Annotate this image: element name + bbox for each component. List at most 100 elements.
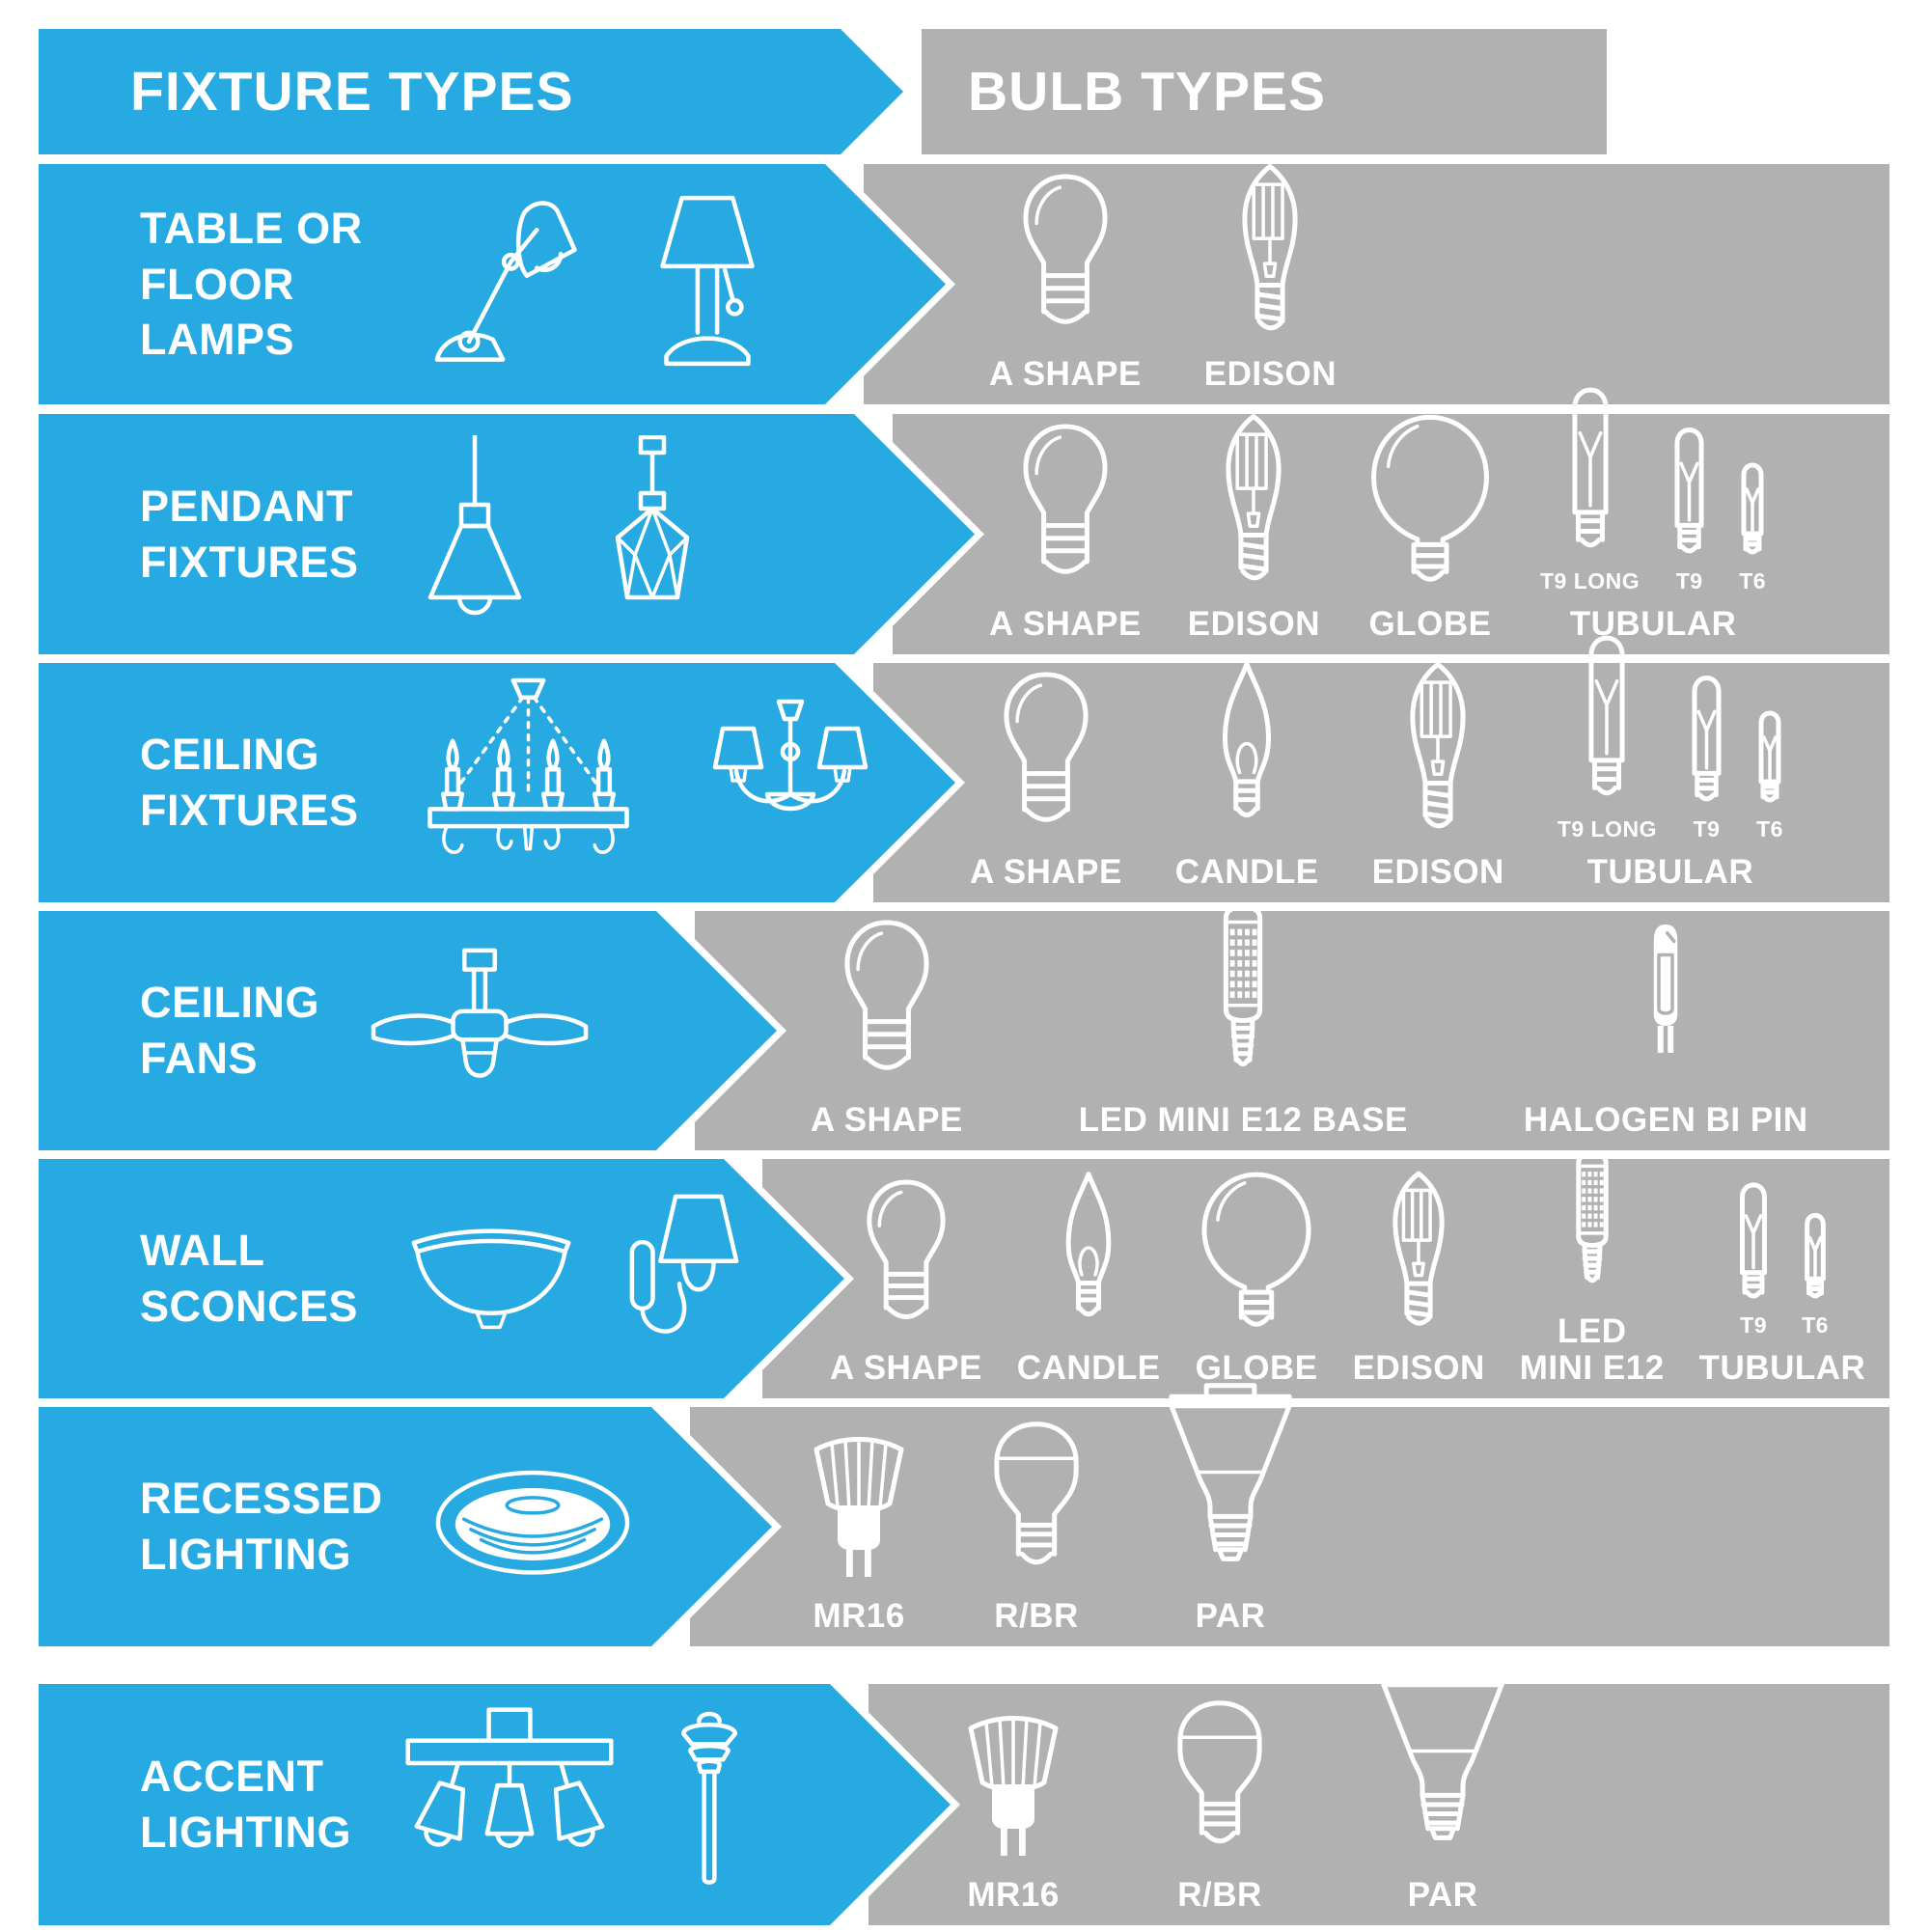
bulb-label: MR16 xyxy=(967,1876,1060,1915)
bulb-label: A SHAPE xyxy=(970,853,1122,892)
bulb-list: A SHAPE CANDLE GLOBE EDISON xyxy=(830,1159,1865,1387)
pendant-diamond-icon xyxy=(591,435,714,633)
fixture-row-1: PENDANT FIXTURES A SHAPE xyxy=(39,414,1889,654)
fixture-types-header-arrow: FIXTURE TYPES xyxy=(39,29,903,154)
bulb-label: GLOBE xyxy=(1195,1349,1318,1388)
tubular-bulb-group: T9 LONG T9 T6 TUBULAR xyxy=(1540,381,1766,643)
fixture-icons xyxy=(409,192,780,376)
bulb-type: EDISON xyxy=(1204,161,1337,393)
pendant-cone-icon xyxy=(405,435,544,633)
bulb-label: EDISON xyxy=(1352,1349,1485,1388)
chandelier-candles-icon xyxy=(405,676,651,890)
fixture-row-4: WALL SCONCES A SHAPE CANDLE xyxy=(39,1159,1889,1398)
fixture-row-5: RECESSED LIGHTING MR16 R/BR xyxy=(39,1407,1889,1646)
bulb-label: A SHAPE xyxy=(989,605,1142,644)
bulb-list: A SHAPE EDISON GLOBE T9 xyxy=(989,414,1766,643)
fixture-row-6: ACCENT LIGHTING MR16 xyxy=(39,1684,1889,1925)
edison-bulb-icon xyxy=(1382,1169,1455,1339)
bulb-label: EDISON xyxy=(1371,853,1504,892)
a-shape-bulb-icon xyxy=(1011,171,1119,345)
fixture-label: WALL SCONCES xyxy=(140,1226,359,1331)
bulb-panel xyxy=(864,164,1889,404)
fixture-types-title: FIXTURE TYPES xyxy=(130,61,574,123)
bulb-type: HALOGEN BI PIN xyxy=(1524,921,1808,1139)
tubular-t9-bulb-icon xyxy=(1670,426,1708,561)
bulb-label: LED MINI E12 xyxy=(1519,1312,1665,1388)
bulb-sub-label: T9 xyxy=(1675,568,1703,594)
header-row: BULB TYPES FIXTURE TYPES xyxy=(39,29,1889,154)
halogen-bi-pin-bulb-icon xyxy=(1639,921,1693,1090)
desk-lamp-icon xyxy=(409,192,589,376)
fixture-arrow xyxy=(39,911,777,1150)
edison-bulb-icon xyxy=(1214,411,1293,594)
bulb-sub-label: T9 LONG xyxy=(1540,568,1640,594)
bulb-types-header-box: BULB TYPES xyxy=(922,29,1607,154)
bulb-label: A SHAPE xyxy=(989,355,1142,394)
bulb-group-item: T6 xyxy=(1802,1210,1829,1339)
bulb-type: EDISON xyxy=(1372,659,1504,891)
a-shape-bulb-icon xyxy=(856,1176,956,1339)
bulb-list: MR16 R/BR PAR xyxy=(811,1407,1295,1635)
bulb-type: GLOBE xyxy=(1366,411,1494,643)
fixture-cell: ACCENT LIGHTING xyxy=(140,1684,751,1925)
tubular-t9-bulb-icon xyxy=(1688,674,1725,809)
bulb-type: R/BR xyxy=(1172,1699,1267,1914)
fixture-label: TABLE OR FLOOR LAMPS xyxy=(140,204,363,365)
fixture-icons xyxy=(429,1464,636,1589)
tubular-t6-bulb-icon xyxy=(1739,460,1766,561)
tubular-t9-long-bulb-icon xyxy=(1566,381,1614,561)
bulb-sub-label: T6 xyxy=(1756,816,1783,842)
bulb-type: PAR xyxy=(1378,1659,1507,1914)
edison-bulb-icon xyxy=(1398,659,1477,842)
bulb-group-label: TUBULAR xyxy=(1698,1349,1866,1388)
bulb-type: CANDLE xyxy=(1175,659,1319,891)
fixture-label: CEILING FANS xyxy=(140,978,320,1083)
bulb-group-label: TUBULAR xyxy=(1569,605,1737,644)
recessed-can-icon xyxy=(429,1464,636,1589)
bulb-type: R/BR xyxy=(989,1421,1084,1635)
bulb-type: LED MINI E12 xyxy=(1520,1149,1665,1387)
bulb-list: MR16 R/BR PAR xyxy=(965,1684,1507,1914)
fixture-cell: TABLE OR FLOOR LAMPS xyxy=(140,164,780,404)
globe-bulb-icon xyxy=(1198,1169,1315,1339)
bulb-group-item: T9 xyxy=(1736,1181,1771,1339)
wall-sconce-shade-icon xyxy=(624,1185,746,1372)
mr16-bulb-icon xyxy=(965,1711,1062,1865)
bulb-type: GLOBE xyxy=(1196,1169,1318,1387)
bulb-type: A SHAPE xyxy=(989,421,1142,643)
fixture-row-2: CEILING FIXTURES A SHAPE xyxy=(39,663,1889,902)
bulb-type: LED MINI E12 BASE xyxy=(1079,901,1408,1139)
bulb-panel xyxy=(695,911,1889,1150)
bulb-label: LED MINI E12 BASE xyxy=(1078,1101,1408,1140)
candle-bulb-icon xyxy=(1218,659,1276,842)
fixture-icons xyxy=(405,435,714,633)
fixture-cell: RECESSED LIGHTING xyxy=(140,1407,636,1646)
bulb-type: EDISON xyxy=(1353,1169,1485,1387)
table-lamp-icon xyxy=(635,192,780,376)
fixture-cell: WALL SCONCES xyxy=(140,1159,746,1398)
a-shape-bulb-icon xyxy=(992,669,1100,842)
globe-bulb-icon xyxy=(1366,411,1494,594)
tubular-bulb-group: T9 T6 TUBULAR xyxy=(1699,1181,1866,1387)
bulb-label: EDISON xyxy=(1203,355,1337,394)
fixture-arrow xyxy=(39,414,975,654)
candle-bulb-icon xyxy=(1062,1171,1116,1339)
fixture-icons xyxy=(366,947,593,1115)
bulb-group-item: T9 LONG xyxy=(1558,629,1657,842)
par-bulb-icon xyxy=(1166,1380,1295,1587)
bulb-type: A SHAPE xyxy=(970,669,1122,891)
bulb-label: CANDLE xyxy=(1174,853,1319,892)
bulb-sub-label: T6 xyxy=(1739,568,1767,594)
bulb-label: PAR xyxy=(1407,1876,1478,1915)
r-br-bulb-icon xyxy=(1172,1699,1267,1865)
bulb-sub-label: T9 xyxy=(1693,816,1721,842)
led-mini-e12-bulb-icon xyxy=(1565,1149,1619,1302)
bulb-label: A SHAPE xyxy=(830,1349,982,1388)
bulb-type: A SHAPE xyxy=(811,917,963,1139)
tubular-t9-long-bulb-icon xyxy=(1583,629,1631,809)
chandelier-shades-icon xyxy=(698,698,883,869)
bulb-group-item: T9 LONG xyxy=(1540,381,1640,594)
fixture-cell: CEILING FIXTURES xyxy=(140,663,883,902)
bulb-label: R/BR xyxy=(994,1597,1079,1636)
bulb-label: A SHAPE xyxy=(811,1101,963,1140)
